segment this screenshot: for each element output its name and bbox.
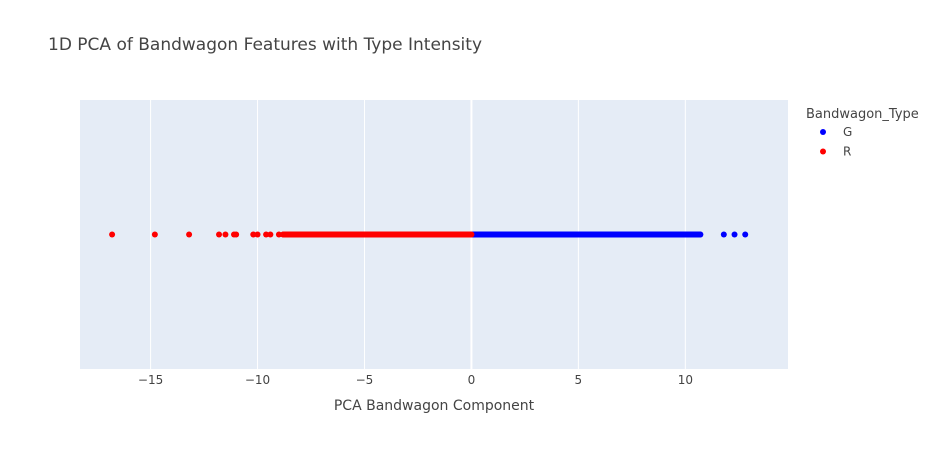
chart-title: 1D PCA of Bandwagon Features with Type I… [48, 35, 482, 55]
data-point-r [267, 231, 274, 238]
legend-title: Bandwagon_Type [806, 107, 919, 122]
x-tick-label: −15 [138, 373, 163, 387]
data-point-g [742, 231, 749, 238]
x-axis-title: PCA Bandwagon Component [334, 398, 535, 414]
x-tick-label: 0 [468, 373, 476, 387]
data-point-g [731, 231, 738, 238]
data-point-r [275, 231, 282, 238]
legend-marker [820, 129, 826, 135]
data-point-r [254, 231, 261, 238]
legend-marker [820, 148, 826, 155]
legend[interactable]: Bandwagon_Type GR [806, 107, 919, 159]
legend-item-r[interactable]: R [820, 145, 851, 159]
x-tick-label: −5 [356, 373, 374, 387]
data-point-r [222, 231, 229, 238]
x-tick-label: 10 [678, 373, 693, 387]
legend-item-g[interactable]: G [820, 125, 852, 139]
data-points [109, 231, 749, 238]
legend-label: R [843, 145, 851, 159]
data-point-r [250, 231, 257, 238]
data-point-g [720, 231, 727, 238]
data-point-r [109, 231, 116, 238]
data-point-r [233, 231, 240, 238]
x-tick-label: −10 [245, 373, 270, 387]
legend-items[interactable]: GR [820, 125, 852, 159]
x-tick-label: 5 [575, 373, 583, 387]
x-axis-ticks: −15 −10 −5 0 5 10 [138, 373, 693, 387]
data-point-r [263, 231, 270, 238]
legend-label: G [843, 125, 852, 139]
data-point-r [186, 231, 193, 238]
data-point-r [151, 231, 158, 238]
data-point-r [216, 231, 223, 238]
